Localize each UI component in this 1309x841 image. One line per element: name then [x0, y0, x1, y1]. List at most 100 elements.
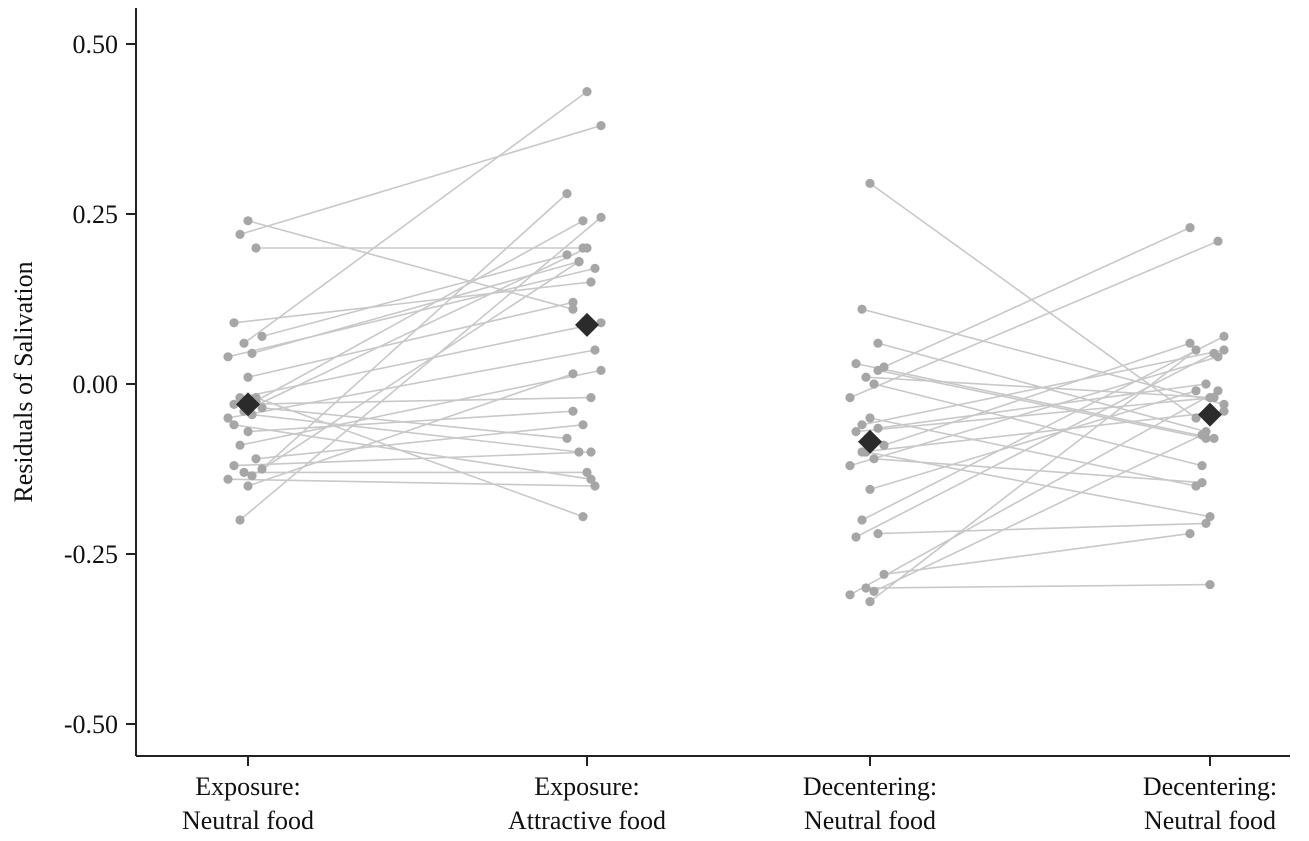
paired-line — [849, 390, 1219, 596]
y-axis-label: Residuals of Salivation — [9, 261, 38, 502]
data-point — [251, 243, 261, 253]
data-point — [243, 372, 253, 382]
data-point — [1219, 331, 1229, 341]
data-point — [582, 243, 592, 253]
paired-line — [865, 583, 1211, 589]
axes — [135, 8, 1290, 757]
y-ticks: 0.50 0.25 0.00 -0.25 -0.50 — [64, 30, 136, 739]
data-point — [865, 597, 875, 607]
data-point — [247, 471, 257, 481]
data-point — [582, 87, 592, 97]
data-point — [239, 467, 249, 477]
data-point — [596, 212, 606, 222]
paired-line — [247, 301, 574, 378]
paired-line — [883, 342, 1191, 446]
paired-line — [849, 356, 1219, 467]
paired-line — [233, 424, 592, 480]
paired-line — [261, 193, 568, 470]
x-ticks: Exposure: Neutral food Exposure: Attractive… — [182, 756, 1277, 835]
y-tick-label: 0.25 — [73, 200, 119, 229]
data-point — [562, 250, 572, 260]
data-point — [1197, 478, 1207, 488]
data-point — [229, 420, 239, 430]
data-point — [1185, 223, 1195, 233]
data-point — [845, 590, 855, 600]
data-point — [586, 447, 596, 457]
data-point — [1219, 345, 1229, 355]
paired-line — [239, 216, 602, 521]
data-point — [861, 372, 871, 382]
data-point — [1213, 386, 1223, 396]
data-point — [1209, 433, 1219, 443]
data-point — [243, 481, 253, 491]
x-category-label: Decentering: — [803, 772, 937, 801]
paired-line — [873, 434, 1203, 593]
data-point — [582, 467, 592, 477]
data-point — [845, 461, 855, 471]
mean-marker — [236, 392, 260, 417]
data-point — [1185, 338, 1195, 348]
data-point — [851, 532, 861, 542]
data-point — [568, 304, 578, 314]
data-point — [596, 121, 606, 131]
data-point — [235, 440, 245, 450]
paired-line — [877, 369, 1207, 440]
paired-line — [239, 322, 602, 399]
data-point — [574, 257, 584, 267]
paired-line — [255, 220, 584, 402]
data-point — [229, 399, 239, 409]
paired-line — [251, 260, 580, 477]
data-point — [869, 379, 879, 389]
x-category-label: Exposure: — [195, 772, 300, 801]
x-category-label: Decentering: — [1143, 772, 1277, 801]
data-point — [578, 216, 588, 226]
paired-line — [227, 349, 596, 419]
data-point — [873, 529, 883, 539]
paired-line — [261, 254, 568, 338]
paired-line — [855, 352, 1215, 538]
data-points — [223, 87, 1229, 607]
paired-line — [861, 335, 1225, 521]
data-point — [568, 297, 578, 307]
data-point — [865, 484, 875, 494]
paired-line — [227, 478, 596, 487]
data-point — [243, 216, 253, 226]
data-point — [1191, 413, 1201, 423]
paired-line — [247, 220, 574, 310]
paired-line — [261, 407, 568, 440]
data-point — [879, 569, 889, 580]
data-point — [1201, 379, 1211, 389]
data-point — [574, 447, 584, 457]
data-point — [873, 423, 883, 433]
data-point — [235, 229, 245, 239]
x-category-label: Neutral food — [804, 806, 936, 835]
paired-line — [869, 349, 1197, 603]
data-point — [865, 413, 875, 423]
data-point — [1209, 393, 1219, 403]
data-point — [590, 481, 600, 491]
data-point — [857, 420, 867, 430]
data-point — [869, 454, 879, 464]
x-category-label: Neutral food — [182, 806, 314, 835]
data-point — [1201, 433, 1211, 443]
paired-line — [227, 267, 596, 358]
data-point — [586, 474, 596, 484]
data-point — [562, 433, 572, 443]
data-point — [1205, 580, 1215, 590]
paired-line — [239, 369, 602, 446]
data-point — [1213, 236, 1223, 246]
data-point — [873, 365, 883, 375]
data-point — [223, 474, 233, 484]
data-point — [223, 352, 233, 362]
data-point — [1219, 406, 1229, 416]
data-point — [562, 189, 572, 199]
paired-line — [883, 532, 1191, 576]
data-point — [851, 427, 861, 437]
data-point — [568, 406, 578, 416]
data-point — [229, 461, 239, 471]
data-point — [586, 393, 596, 403]
paired-line — [233, 396, 592, 406]
paired-line — [877, 522, 1207, 535]
data-point — [857, 515, 867, 525]
paired-line — [233, 281, 592, 324]
